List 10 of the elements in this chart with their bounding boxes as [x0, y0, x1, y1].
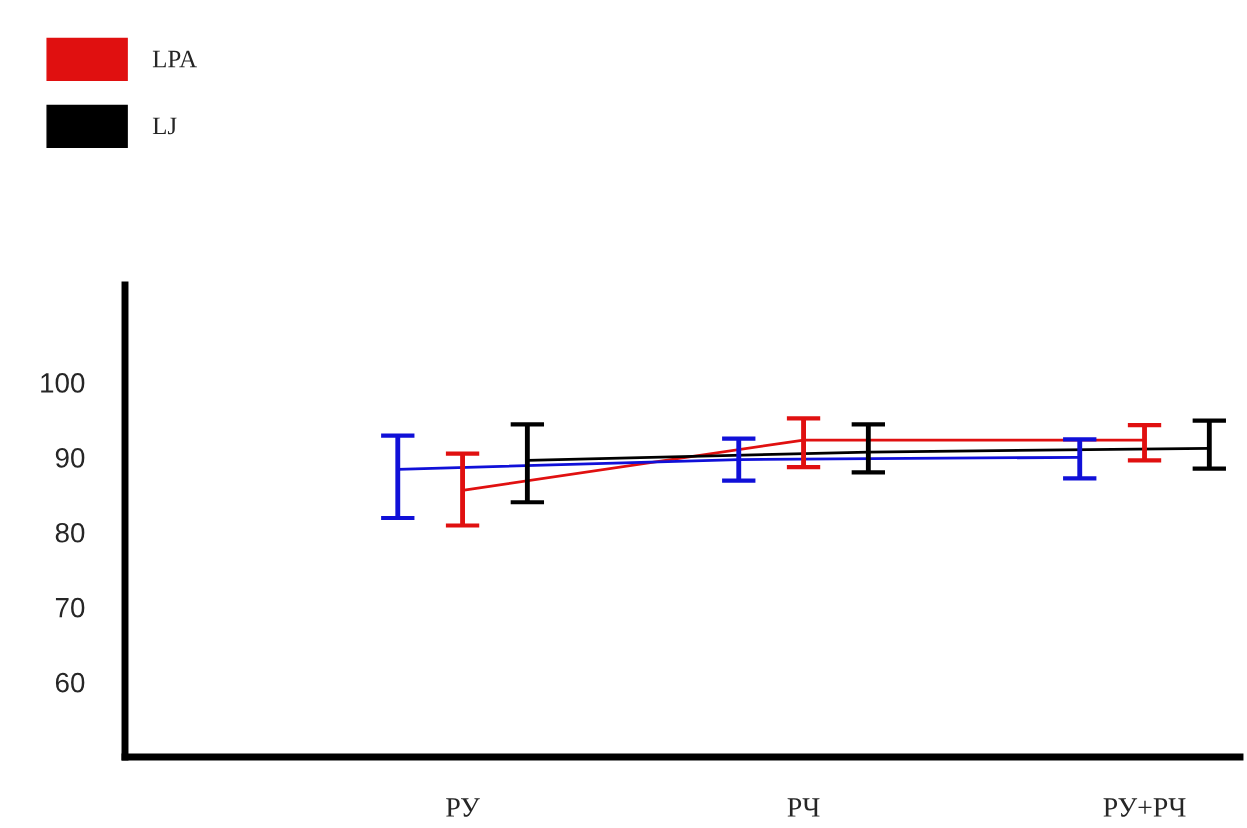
x-tick-label: РУ+РЧ — [1103, 798, 1186, 817]
y-tick-label: 100 — [41, 373, 85, 393]
x-tick-label: РУ — [446, 798, 480, 817]
x-tick-label: РЧ — [787, 798, 820, 817]
y-tick-label: 60 — [55, 672, 85, 693]
legend-label: LJ — [152, 117, 177, 135]
legend-label: LPA — [152, 50, 197, 68]
y-tick-label: 90 — [55, 447, 85, 468]
y-tick-label: 70 — [55, 597, 85, 618]
y-tick-label: 80 — [55, 522, 85, 543]
